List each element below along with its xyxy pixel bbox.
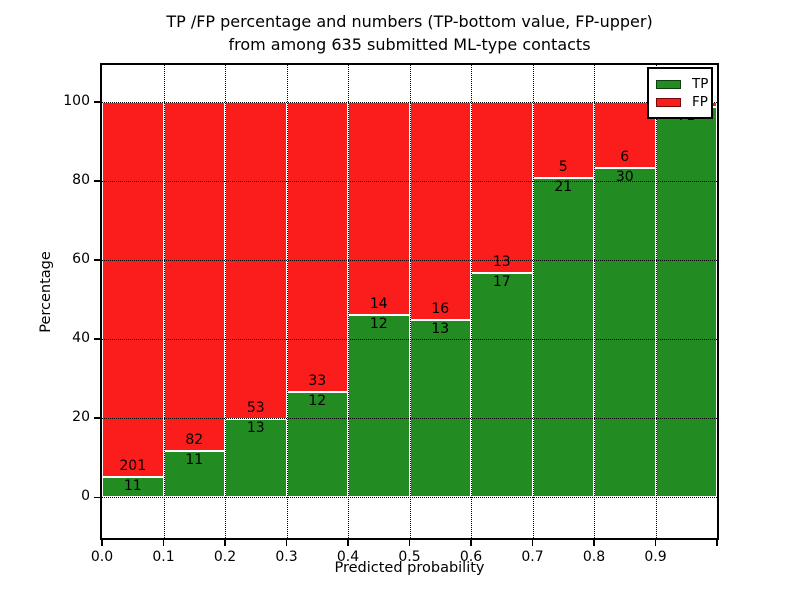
bar-segment-tp (348, 314, 410, 498)
bar-label-tp: 12 (369, 315, 388, 332)
bar-label-tp: 11 (185, 451, 204, 468)
legend-item-fp: FP (656, 93, 711, 111)
y-tick-label: 60 (72, 250, 90, 267)
y-tick (94, 180, 100, 182)
bar-segment-tp (409, 320, 471, 498)
y-tick-label: 20 (72, 409, 90, 426)
y-tick-label: 0 (81, 488, 90, 505)
x-tick (224, 540, 226, 546)
x-tick (470, 540, 472, 546)
chart-title-line1: TP /FP percentage and numbers (TP-bottom… (166, 12, 653, 31)
legend-item-tp: TP (656, 75, 711, 93)
bar-segment-tp (532, 177, 594, 498)
bar-segment-fp (102, 101, 164, 477)
bar-label-fp: 33 (308, 372, 327, 389)
x-tick (162, 540, 165, 546)
x-axis-label: Predicted probability (334, 560, 485, 576)
x-tick-label: 0.5 (398, 549, 421, 565)
y-tick-label: 80 (72, 171, 90, 188)
bar-segment-tp (471, 273, 533, 498)
x-tick-label: 0.7 (521, 549, 544, 565)
v-gridline (532, 65, 534, 538)
x-tick (531, 540, 534, 546)
bar-label-tp: 17 (492, 274, 511, 291)
bar-segment-tp (655, 107, 717, 498)
fp-swatch-icon (656, 97, 681, 107)
y-tick (94, 338, 100, 340)
bar-label-tp: 11 (123, 477, 142, 494)
v-gridline (594, 65, 595, 538)
bar-label-fp: 82 (185, 431, 204, 448)
v-gridline (225, 65, 226, 538)
x-tick (716, 540, 718, 546)
plot-area: 1120111821353123312141316171321530671 TP… (100, 63, 719, 540)
x-tick-label: 0.0 (90, 549, 114, 565)
chart-title-line2: from among 635 submitted ML-type contact… (228, 35, 591, 54)
x-tick (285, 540, 288, 546)
v-gridline (655, 65, 657, 538)
y-tick (94, 101, 100, 103)
plot-canvas: 1120111821353123312141316171321530671 (102, 65, 717, 538)
bar-segment-tp (225, 419, 287, 498)
bar-label-fp: 53 (246, 400, 265, 417)
y-tick (94, 496, 100, 498)
x-tick (408, 540, 411, 546)
bar-label-tp: 12 (308, 392, 327, 409)
v-gridline (348, 65, 349, 538)
bar-label-fp: 201 (119, 457, 147, 474)
v-gridline (163, 65, 165, 538)
bar-label-fp: 13 (492, 254, 511, 271)
legend: TP FP (647, 67, 713, 119)
bar-segment-fp (471, 101, 533, 273)
bar-segment-fp (163, 101, 225, 451)
bar-segment-tp (163, 450, 225, 498)
x-tick (101, 540, 103, 546)
tp-swatch-icon (656, 79, 681, 89)
bar-label-tp: 30 (615, 168, 634, 185)
chart-title: TP /FP percentage and numbers (TP-bottom… (100, 10, 719, 56)
x-tick-label: 0.2 (213, 549, 237, 565)
bar-segment-fp (286, 101, 348, 392)
x-tick-label: 0.4 (336, 549, 360, 565)
x-tick-label: 0.1 (152, 549, 175, 565)
bar-label-fp: 6 (620, 148, 630, 165)
v-gridline (409, 65, 411, 538)
x-tick-label: 0.8 (582, 549, 606, 565)
y-tick-label: 40 (72, 330, 90, 347)
bar-segment-tp (594, 167, 656, 498)
bar-label-fp: 16 (431, 301, 450, 318)
x-tick-label: 0.6 (459, 549, 483, 565)
x-tick-label: 0.9 (644, 549, 667, 565)
bar-segment-tp (102, 476, 164, 498)
x-tick (593, 540, 595, 546)
x-tick-label: 0.3 (275, 549, 298, 565)
bar-label-tp: 21 (554, 178, 573, 195)
bar-label-fp: 14 (369, 295, 388, 312)
legend-label-fp: FP (692, 94, 708, 110)
bar-segment-fp (409, 101, 471, 321)
legend-label-tp: TP (692, 76, 709, 92)
v-gridline (471, 65, 472, 538)
bar-label-tp: 13 (246, 420, 265, 437)
x-tick (347, 540, 349, 546)
y-tick-label: 100 (63, 92, 90, 109)
y-tick (94, 259, 100, 261)
y-tick (94, 417, 100, 419)
v-gridline (286, 65, 288, 538)
x-tick (654, 540, 657, 546)
bar-segment-fp (348, 101, 410, 315)
bar-label-tp: 13 (431, 321, 450, 338)
bar-label-fp: 5 (558, 158, 568, 175)
